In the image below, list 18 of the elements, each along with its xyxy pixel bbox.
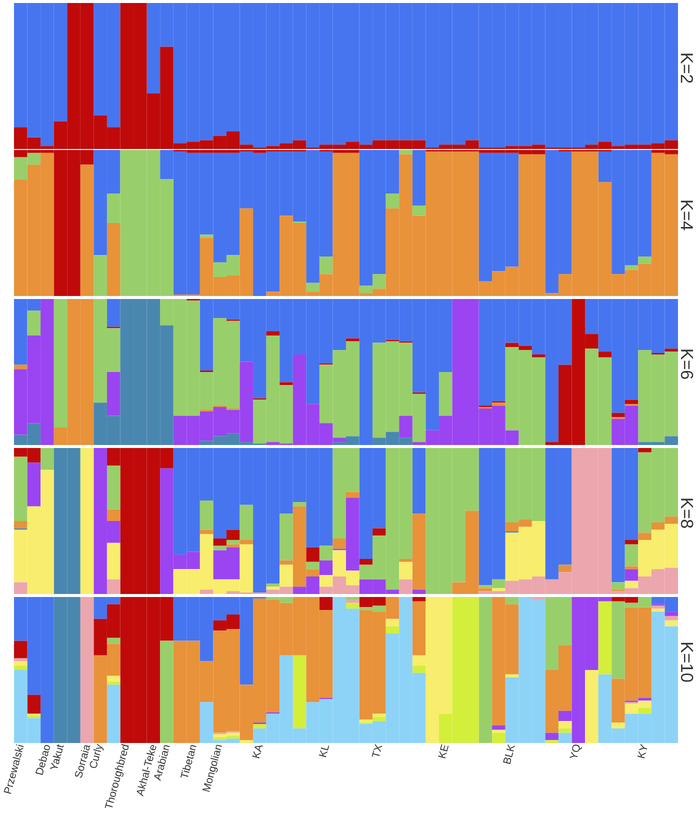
x-tick-label: Arabian (154, 745, 170, 782)
text: K=4 (680, 200, 693, 230)
x-tick-label: Sorraia (74, 745, 90, 778)
x-tick-label: KL (318, 746, 330, 758)
x-tick-label: BLK (503, 744, 516, 764)
text: K=6 (680, 350, 694, 379)
x-tick-label: Tibetan (180, 745, 196, 778)
x-tick-label: Curly (90, 744, 104, 768)
x-tick-label: KA (252, 746, 263, 758)
x-tick-label: KE (438, 744, 449, 758)
x-tick-label: Debao (35, 745, 50, 776)
text: K=10 (680, 642, 694, 682)
text: K=2 (680, 54, 694, 83)
text: K=8 (680, 498, 694, 528)
x-tick-label: YQ (570, 744, 582, 758)
x-tick-label: Yakut (50, 744, 64, 769)
x-tick-label: KY (637, 744, 648, 758)
x-tick-label: TX (372, 744, 382, 757)
